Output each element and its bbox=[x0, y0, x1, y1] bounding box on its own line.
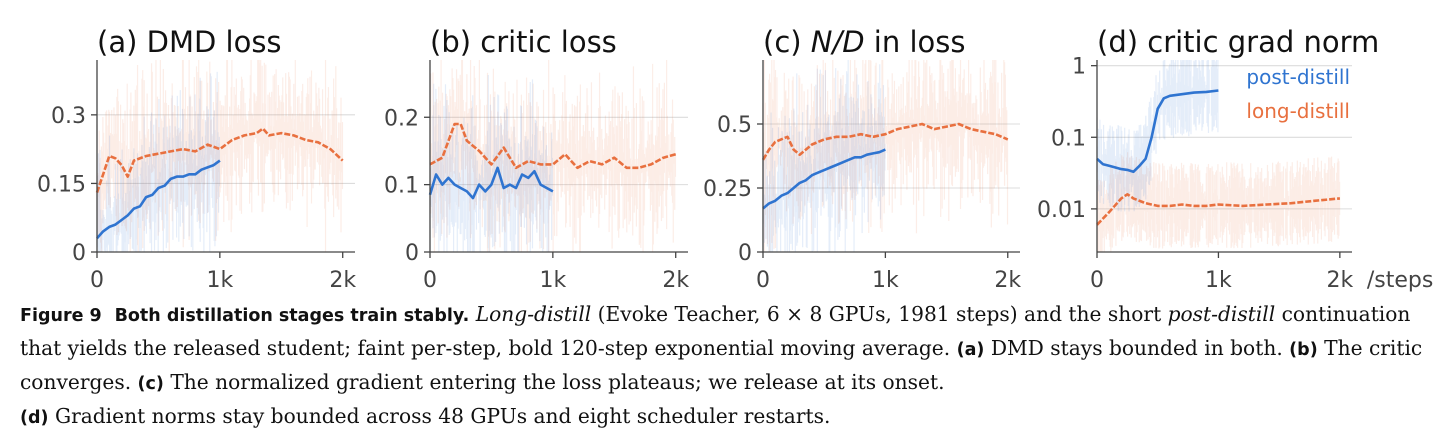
panel-title: (b) critic loss bbox=[430, 25, 617, 59]
noise-post-distill bbox=[762, 60, 886, 252]
x-tick-label: 2k bbox=[994, 268, 1021, 293]
caption-d-text: Gradient norms stay bounded across 48 GP… bbox=[48, 404, 831, 428]
caption-a-label: (a) bbox=[956, 340, 985, 360]
series-line-long-distill bbox=[1096, 193, 1341, 226]
caption-part2: continuation that yields the released st… bbox=[20, 302, 1411, 360]
y-tick-label: 0.3 bbox=[51, 104, 86, 129]
chart-panel-4: (d) critic grad norm 0.01 0.1 1 0 1k 2k/steps p… bbox=[1037, 25, 1433, 293]
y-tick-label: 0.15 bbox=[37, 172, 86, 197]
y-tick-label: 0 bbox=[405, 241, 419, 266]
caption-a-text: DMD stays bounded in both. bbox=[984, 336, 1290, 360]
y-tick-label: 0 bbox=[738, 241, 752, 266]
series-line-post-distill bbox=[762, 148, 886, 210]
caption-heading: Both distillation stages train stably. bbox=[114, 306, 470, 326]
panel-title: (a) DMD loss bbox=[97, 25, 282, 59]
caption-figure-label: Figure 9 bbox=[20, 306, 102, 326]
caption-b-label: (b) bbox=[1289, 340, 1318, 360]
x-tick-label: 1k bbox=[206, 268, 233, 293]
y-tick-label: 0 bbox=[72, 241, 86, 266]
y-tick-label: 0.1 bbox=[1051, 126, 1086, 151]
legend-post-distill: post-distill bbox=[1246, 65, 1350, 89]
caption-c-label: (c) bbox=[137, 374, 164, 394]
caption-c-text: The normalized gradient entering the los… bbox=[163, 370, 945, 394]
x-tick-label: 1k bbox=[539, 268, 566, 293]
series-line-post-distill bbox=[1096, 89, 1219, 174]
series-line-long-distill bbox=[761, 122, 1009, 161]
noise-long-distill bbox=[762, 60, 1009, 252]
noise-post-distill bbox=[429, 75, 553, 252]
panel-title: (d) critic grad norm bbox=[1097, 25, 1379, 59]
legend-long-distill: long-distill bbox=[1246, 99, 1350, 123]
series-line-post-distill bbox=[96, 159, 221, 240]
x-tick-label: 0 bbox=[90, 268, 104, 293]
series-line-long-distill bbox=[429, 122, 677, 170]
y-tick-label: 0.5 bbox=[717, 113, 752, 138]
caption-part1: (Evoke Teacher, 6 × 8 GPUs, 1981 steps) … bbox=[591, 302, 1168, 326]
panel-title: (c) N/D in loss bbox=[763, 25, 966, 59]
chart-panel-2: (b) critic loss 0 0.1 0.2 0 1k 2k bbox=[384, 25, 689, 293]
caption-long-distill: Long-distill bbox=[475, 302, 592, 326]
y-tick-label: 1 bbox=[1072, 55, 1086, 80]
caption-b-text: The critic converges. bbox=[20, 336, 1423, 394]
x-tick-label: 1k bbox=[1205, 268, 1232, 293]
x-tick-label: 2k bbox=[1326, 268, 1353, 293]
noise-long-distill bbox=[429, 60, 677, 252]
x-tick-label: 0 bbox=[756, 268, 770, 293]
x-tick-label: 0 bbox=[1090, 268, 1104, 293]
chart-panel-1: (a) DMD loss 0 0.15 0.3 0 1k 2k bbox=[37, 25, 356, 293]
noise-long-distill bbox=[96, 60, 344, 252]
y-tick-label: 0.25 bbox=[703, 177, 752, 202]
x-tick-label: 2k bbox=[329, 268, 356, 293]
x-axis-label: /steps bbox=[1367, 268, 1433, 293]
chart-panel-3: (c) N/D in loss 0.25 0.5 00 1k 2k bbox=[703, 25, 1021, 293]
x-tick-label: 2k bbox=[662, 268, 689, 293]
x-tick-label: 1k bbox=[872, 268, 899, 293]
caption-d-label: (d) bbox=[20, 408, 49, 428]
caption-post-distill: post-distill bbox=[1167, 302, 1276, 326]
series-line-post-distill bbox=[428, 166, 554, 200]
x-tick-label: 0 bbox=[423, 268, 437, 293]
figure-caption: Figure 9 Both distillation stages train … bbox=[20, 298, 1435, 434]
y-tick-label: 0.2 bbox=[384, 106, 419, 131]
y-tick-label: 0.01 bbox=[1037, 198, 1086, 223]
y-tick-label: 0.1 bbox=[384, 174, 419, 199]
series-line-long-distill bbox=[95, 127, 344, 194]
